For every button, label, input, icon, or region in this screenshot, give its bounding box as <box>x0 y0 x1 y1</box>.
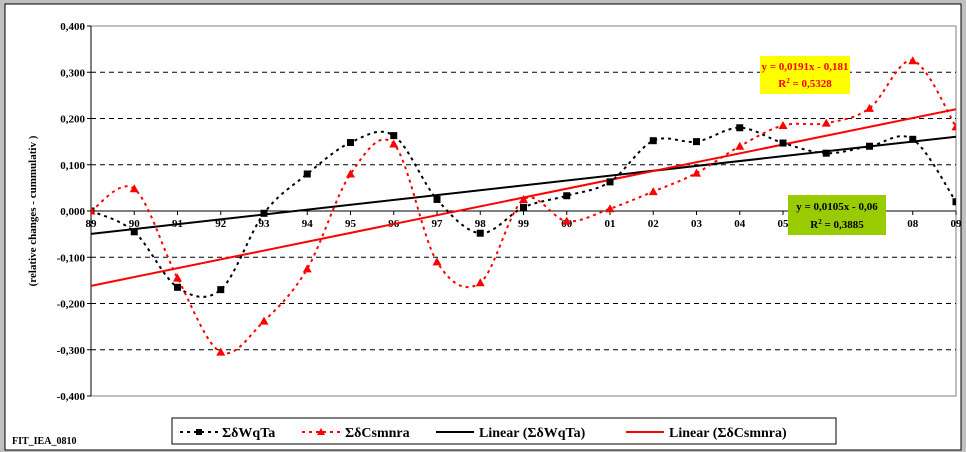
x-tick-label: 98 <box>475 218 487 230</box>
legend-wqta-label: ΣδWqTa <box>222 426 275 441</box>
legend-linear-wqta-label: Linear (ΣδWqTa) <box>479 426 586 441</box>
wqta-point <box>649 137 657 145</box>
csmnra-point <box>692 168 701 177</box>
legend: ΣδWqTa ΣδCsmnra Linear (ΣδWqTa) Linear (… <box>171 417 837 445</box>
x-tick-label: 03 <box>691 218 703 230</box>
csmnra-point <box>302 264 312 273</box>
black-r2-line: R2 = 0,3885 <box>810 218 864 231</box>
wqta-point <box>779 139 787 147</box>
csmnra-point <box>432 257 442 266</box>
csmnra-point <box>346 169 355 178</box>
csmnra-point <box>216 347 226 356</box>
x-tick-label: 02 <box>648 218 660 230</box>
series-csmnra-line <box>91 59 956 355</box>
legend-wqta-marker <box>196 429 202 435</box>
y-tick-label: -0,300 <box>57 345 86 357</box>
black-equation-line: y = 0,0105x - 0,06 <box>796 201 878 213</box>
figure-id-box <box>6 431 104 449</box>
csmnra-point <box>259 316 269 325</box>
csmnra-point <box>173 273 182 282</box>
x-tick-label: 95 <box>345 218 357 230</box>
wqta-point <box>260 209 268 217</box>
y-tick-label: -0,100 <box>57 252 86 264</box>
figure-id: FIT_IEA_0810 <box>12 436 76 447</box>
wqta-point <box>563 192 571 200</box>
y-tick-label: 0,100 <box>60 160 85 172</box>
wqta-point <box>347 139 354 147</box>
y-tick-label: 0,200 <box>60 114 85 126</box>
csmnra-point <box>389 139 399 148</box>
csmnra-point <box>91 206 96 215</box>
csmnra-point <box>951 122 956 131</box>
wqta-point <box>433 195 441 203</box>
x-tick-label: 93 <box>259 218 271 230</box>
csmnra-point <box>908 56 918 65</box>
legend-csmnra-marker <box>317 428 325 435</box>
wqta-point <box>476 229 484 237</box>
x-tick-label: 94 <box>302 218 314 230</box>
y-tick-label: 0,000 <box>60 206 85 218</box>
wqta-point <box>174 283 181 291</box>
x-tick-label: 09 <box>951 218 963 230</box>
y-axis-label: (relative changes - cummulativ ) <box>27 135 39 286</box>
x-tick-label: 08 <box>907 218 919 230</box>
wqta-point <box>736 124 744 132</box>
wqta-point <box>520 203 527 211</box>
wqta-point <box>217 286 225 294</box>
red-r2-line: R2 = 0,5328 <box>778 77 832 90</box>
x-tick-label: 99 <box>518 218 530 230</box>
csmnra-point <box>735 141 745 150</box>
annotation-red-equation: y = 0,0191x - 0,181 R2 = 0,5328 <box>760 56 850 94</box>
wqta-point <box>390 132 398 140</box>
x-tick-label: 92 <box>215 218 227 230</box>
y-tick-label: -0,400 <box>57 391 86 403</box>
x-tick-label: 05 <box>778 218 790 230</box>
wqta-point <box>909 135 917 143</box>
wqta-point <box>303 170 311 178</box>
csmnra-point <box>562 216 572 225</box>
red-equation-line: y = 0,0191x - 0,181 <box>762 61 849 73</box>
wqta-point <box>130 228 138 236</box>
x-tick-label: 90 <box>129 218 141 230</box>
y-tick-label: 0,400 <box>60 21 85 33</box>
legend-item-wqta: ΣδWqTa <box>180 426 275 441</box>
csmnra-point <box>475 278 485 287</box>
annotation-black-equation: y = 0,0105x - 0,06 R2 = 0,3885 <box>788 195 886 235</box>
series-group <box>91 56 956 356</box>
red-equation-box <box>760 56 850 94</box>
csmnra-point <box>519 194 528 203</box>
csmnra-point <box>129 184 139 193</box>
x-tick-label: 89 <box>86 218 98 230</box>
x-tick-label: 01 <box>605 218 616 230</box>
wqta-point <box>606 178 614 186</box>
y-axis: 0,400 0,300 0,200 0,100 0,000 -0,100 -0,200 -0,… <box>57 21 92 403</box>
wqta-point <box>866 142 873 150</box>
legend-item-csmnra: ΣδCsmnra <box>302 426 410 441</box>
legend-box <box>171 417 837 445</box>
y-tick-label: 0,300 <box>60 67 85 79</box>
legend-item-linear-csmnra: Linear (ΣδCsmnra) <box>626 426 787 441</box>
y-tick-label: -0,200 <box>57 299 86 311</box>
wqta-point <box>822 149 830 157</box>
x-tick-label: 97 <box>432 218 444 230</box>
csmnra-point <box>778 120 788 129</box>
csmnra-point <box>648 187 658 196</box>
legend-item-linear-wqta: Linear (ΣδWqTa) <box>436 426 586 441</box>
csmnra-point <box>821 118 831 127</box>
legend-linear-csmnra-label: Linear (ΣδCsmnra) <box>669 426 787 441</box>
black-equation-box <box>788 195 886 235</box>
wqta-point <box>952 198 956 206</box>
trendline-wqta <box>91 135 956 235</box>
csmnra-point <box>865 103 874 112</box>
legend-csmnra-label: ΣδCsmnra <box>345 426 410 441</box>
csmnra-point <box>605 204 615 213</box>
wqta-point <box>693 138 700 146</box>
x-tick-label: 04 <box>734 218 746 230</box>
